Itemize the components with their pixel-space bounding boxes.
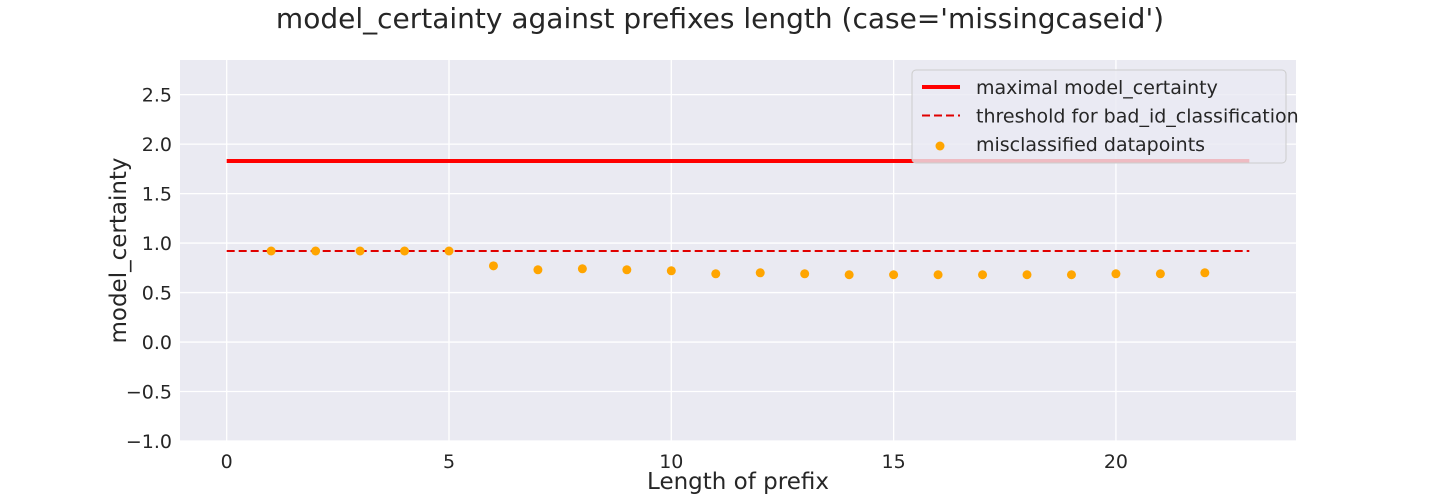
data-point: [400, 246, 410, 256]
data-point: [1200, 268, 1210, 278]
x-tick-label: 20: [1104, 451, 1128, 473]
y-tick-label: 2.0: [142, 134, 172, 156]
data-point: [444, 246, 454, 256]
data-point: [1022, 270, 1032, 280]
data-point: [666, 266, 676, 276]
y-axis-label: model_certainty: [106, 157, 132, 343]
data-point: [711, 269, 721, 279]
data-point: [1111, 269, 1121, 279]
data-point: [577, 264, 587, 274]
x-axis-label: Length of prefix: [647, 469, 829, 495]
legend-label: threshold for bad_id_classification: [976, 106, 1299, 128]
legend-box: [911, 69, 1287, 164]
y-tick-label: −0.5: [126, 382, 172, 404]
data-point: [889, 270, 899, 280]
legend-label: misclassified datapoints: [976, 134, 1205, 156]
x-tick-label: 0: [221, 451, 233, 473]
data-point: [622, 265, 632, 275]
x-tick-label: 10: [659, 451, 683, 473]
data-point: [311, 246, 321, 256]
data-point: [755, 268, 765, 278]
data-point: [933, 270, 943, 280]
data-point: [533, 265, 543, 275]
chart-title: model_certainty against prefixes length …: [275, 2, 1165, 35]
legend: maximal model_certainty threshold for bad…: [911, 69, 1299, 164]
data-point: [844, 270, 854, 280]
data-point: [978, 270, 988, 280]
data-point: [1155, 269, 1165, 279]
data-point: [488, 261, 498, 271]
y-tick-label: −1.0: [126, 431, 172, 453]
legend-swatch: [935, 141, 945, 151]
legend-label: maximal model_certainty: [976, 77, 1218, 99]
y-tick-label: 1.0: [142, 233, 172, 255]
y-tick-label: 0.0: [142, 332, 172, 354]
data-point: [355, 246, 365, 256]
data-point: [1066, 270, 1076, 280]
data-point: [266, 246, 276, 256]
data-point: [800, 269, 810, 279]
x-tick-label: 15: [882, 451, 906, 473]
tick-labels: 0 5 10 15 20 −1.0 −0.5 0.0 0.5 1.0 1.5 2.0 2.5: [126, 85, 1128, 473]
y-tick-label: 2.5: [142, 85, 172, 107]
x-tick-label: 5: [443, 451, 455, 473]
y-tick-label: 1.5: [142, 184, 172, 206]
y-tick-label: 0.5: [142, 283, 172, 305]
